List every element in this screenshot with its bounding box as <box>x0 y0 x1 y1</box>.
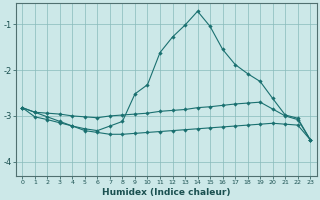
X-axis label: Humidex (Indice chaleur): Humidex (Indice chaleur) <box>102 188 230 197</box>
